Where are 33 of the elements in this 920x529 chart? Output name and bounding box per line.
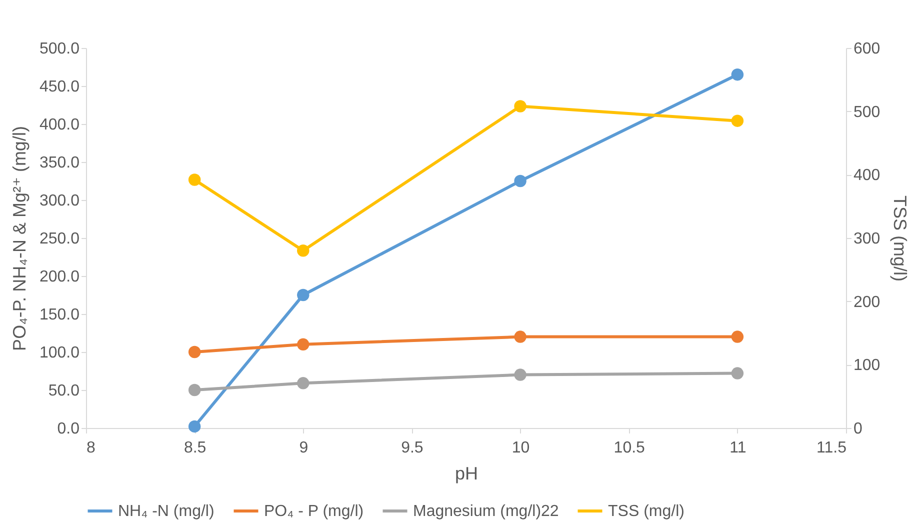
y-tick-label: 0.0 <box>57 420 80 438</box>
legend-label: NH₄ -N (mg/l) <box>118 503 214 520</box>
x-tick-label: 9.5 <box>401 440 424 456</box>
y-tick-label: 150.0 <box>39 306 80 324</box>
y-tick-label: 400.0 <box>39 116 80 134</box>
x-axis-title: pH <box>454 464 478 484</box>
y-tick-label: 500.0 <box>39 40 80 58</box>
y2-tick-label: 200 <box>854 294 880 311</box>
x-tick-label: 11.5 <box>816 440 847 456</box>
y-tick-label: 50.0 <box>48 382 80 400</box>
y-tick-label: 450.0 <box>39 78 80 96</box>
y-tick-label: 100.0 <box>39 344 80 362</box>
y2-axis-title: TSS (mg/l) <box>890 195 910 282</box>
x-tick-label: 11 <box>730 440 746 456</box>
x-tick-label: 8.5 <box>184 440 206 456</box>
x-tick-label: 9 <box>299 440 308 456</box>
y2-tick-label: 300 <box>854 230 880 248</box>
y2-tick-label: 500 <box>854 104 880 121</box>
y2-tick-label: 600 <box>854 40 880 58</box>
x-tick-label: 10.5 <box>614 440 646 456</box>
legend-label: Magnesium (mg/l)22 <box>413 503 559 520</box>
y2-tick-label: 100 <box>854 357 880 374</box>
y-tick-label: 300.0 <box>39 192 80 210</box>
y-tick-label: 350.0 <box>39 154 80 172</box>
y2-tick-label: 0 <box>854 420 862 438</box>
x-tick-label: 8 <box>86 440 96 456</box>
y-tick-label: 250.0 <box>39 230 80 248</box>
legend-label: TSS (mg/l) <box>608 503 684 520</box>
y-axis-title: PO₄-P. NH₄-N & Mg²⁺ (mg/l) <box>9 126 30 351</box>
y-tick-label: 200.0 <box>39 268 80 286</box>
legend-label: PO₄ - P (mg/l) <box>264 503 364 520</box>
x-tick-label: 10 <box>512 440 530 456</box>
y2-tick-label: 400 <box>854 167 880 184</box>
